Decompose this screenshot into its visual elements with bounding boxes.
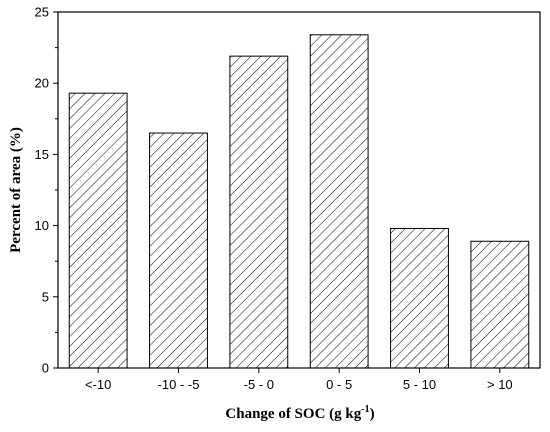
bar [390,227,449,369]
bar [309,34,369,369]
plot-frame [57,11,541,369]
y-tick-label: 15 [35,147,49,162]
x-axis-title-superscript: -1 [361,404,369,415]
x-tick-label: <-10 [85,377,111,392]
x-tick-label: > 10 [487,377,513,392]
x-tick-label: -10 - -5 [158,377,200,392]
y-tick-label: 25 [35,5,49,20]
x-axis-title-main: Change of SOC (g kg [225,406,361,422]
bar [149,132,208,369]
bar [470,240,530,369]
x-axis-title-suffix: ) [370,406,375,422]
y-tick-label: 0 [42,361,49,376]
bar [229,55,289,369]
y-tick-label: 5 [42,289,49,304]
y-axis-title: Percent of area (%) [8,127,24,253]
y-axis: 0 5 10 15 20 25 [35,5,58,376]
x-axis-title: Change of SOC (g kg-1) [225,404,374,422]
x-tick-label: 0 - 5 [326,377,352,392]
x-axis: <-10 -10 - -5 -5 - 0 0 - 5 5 - 10 > 10 [85,368,513,392]
bar [68,92,128,369]
x-tick-label: -5 - 0 [244,377,274,392]
y-tick-label: 10 [35,218,49,233]
y-tick-label: 20 [35,76,49,91]
bars-group [68,34,530,369]
x-tick-label: 5 - 10 [403,377,436,392]
